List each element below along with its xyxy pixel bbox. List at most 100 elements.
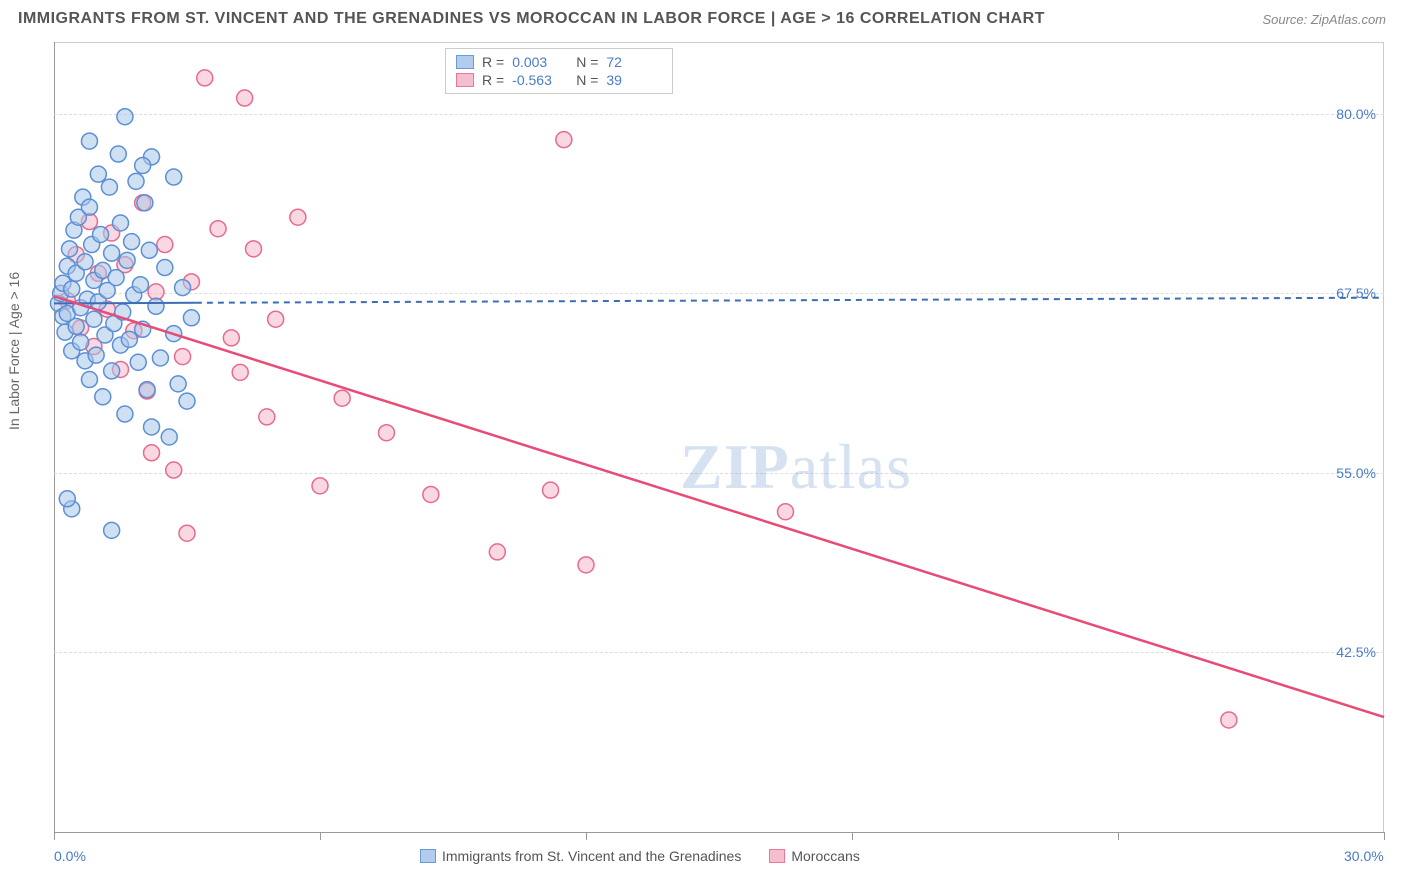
x-tick (586, 832, 587, 840)
data-point (246, 241, 262, 257)
data-point (183, 310, 199, 326)
data-point (135, 158, 151, 174)
data-point (556, 132, 572, 148)
data-point (62, 241, 78, 257)
data-point (59, 491, 75, 507)
data-point (104, 522, 120, 538)
legend-r-label: R = (482, 54, 504, 70)
legend-n-label: N = (576, 54, 598, 70)
legend-item-series2: Moroccans (769, 848, 859, 864)
data-point (166, 169, 182, 185)
data-point (117, 406, 133, 422)
data-point (157, 237, 173, 253)
x-tick (852, 832, 853, 840)
legend-r-series1: 0.003 (512, 54, 568, 70)
legend-swatch-series2 (769, 849, 785, 863)
data-point (81, 199, 97, 215)
chart-title: IMMIGRANTS FROM ST. VINCENT AND THE GREN… (18, 10, 1045, 28)
data-point (197, 70, 213, 86)
data-point (223, 330, 239, 346)
data-point (141, 242, 157, 258)
data-point (423, 486, 439, 502)
data-point (144, 445, 160, 461)
data-point (778, 504, 794, 520)
legend-n-series1: 72 (606, 54, 662, 70)
data-point (121, 331, 137, 347)
legend-swatch-series1 (456, 55, 474, 69)
source-label: Source: ZipAtlas.com (1262, 12, 1386, 27)
data-point (175, 280, 191, 296)
trend-line (54, 296, 1384, 717)
data-point (104, 363, 120, 379)
legend-label-series2: Moroccans (791, 848, 859, 864)
x-axis (54, 832, 1384, 833)
data-point (259, 409, 275, 425)
data-point (148, 298, 164, 314)
data-point (210, 221, 226, 237)
data-point (290, 209, 306, 225)
data-point (93, 226, 109, 242)
data-point (137, 195, 153, 211)
data-point (179, 393, 195, 409)
legend-swatch-series1 (420, 849, 436, 863)
data-point (334, 390, 350, 406)
legend-label-series1: Immigrants from St. Vincent and the Gren… (442, 848, 741, 864)
data-point (128, 173, 144, 189)
data-point (104, 245, 120, 261)
data-point (81, 372, 97, 388)
data-point (117, 109, 133, 125)
data-point (86, 311, 102, 327)
data-point (81, 133, 97, 149)
trend-line (196, 298, 1384, 303)
data-point (175, 349, 191, 365)
data-point (170, 376, 186, 392)
data-point (148, 284, 164, 300)
data-point (161, 429, 177, 445)
data-point (166, 462, 182, 478)
data-point (88, 347, 104, 363)
x-tick (1384, 832, 1385, 840)
data-point (124, 234, 140, 250)
data-point (73, 334, 89, 350)
data-point (119, 252, 135, 268)
data-point (543, 482, 559, 498)
data-point (1221, 712, 1237, 728)
data-point (578, 557, 594, 573)
data-point (95, 389, 111, 405)
data-point (379, 425, 395, 441)
legend-r-label: R = (482, 72, 504, 88)
data-point (312, 478, 328, 494)
data-point (132, 277, 148, 293)
data-point (179, 525, 195, 541)
data-point (108, 270, 124, 286)
data-point (113, 215, 129, 231)
data-point (157, 260, 173, 276)
x-tick (1118, 832, 1119, 840)
correlation-legend: R = 0.003 N = 72 R = -0.563 N = 39 (445, 48, 673, 94)
legend-n-series2: 39 (606, 72, 662, 88)
legend-r-series2: -0.563 (512, 72, 568, 88)
data-point (139, 382, 155, 398)
x-tick-label: 30.0% (1344, 848, 1384, 864)
data-point (77, 254, 93, 270)
data-point (64, 281, 80, 297)
data-point (90, 166, 106, 182)
data-point (152, 350, 168, 366)
x-tick-label: 0.0% (54, 848, 86, 864)
legend-swatch-series2 (456, 73, 474, 87)
legend-n-label: N = (576, 72, 598, 88)
data-point (144, 419, 160, 435)
data-point (489, 544, 505, 560)
data-point (237, 90, 253, 106)
scatter-svg (54, 42, 1384, 832)
legend-row-series2: R = -0.563 N = 39 (456, 71, 662, 89)
data-point (101, 179, 117, 195)
y-axis-label: In Labor Force | Age > 16 (6, 272, 22, 430)
series-legend: Immigrants from St. Vincent and the Gren… (420, 848, 860, 864)
data-point (110, 146, 126, 162)
data-point (232, 364, 248, 380)
x-tick (320, 832, 321, 840)
data-point (130, 354, 146, 370)
data-point (268, 311, 284, 327)
legend-item-series1: Immigrants from St. Vincent and the Gren… (420, 848, 741, 864)
